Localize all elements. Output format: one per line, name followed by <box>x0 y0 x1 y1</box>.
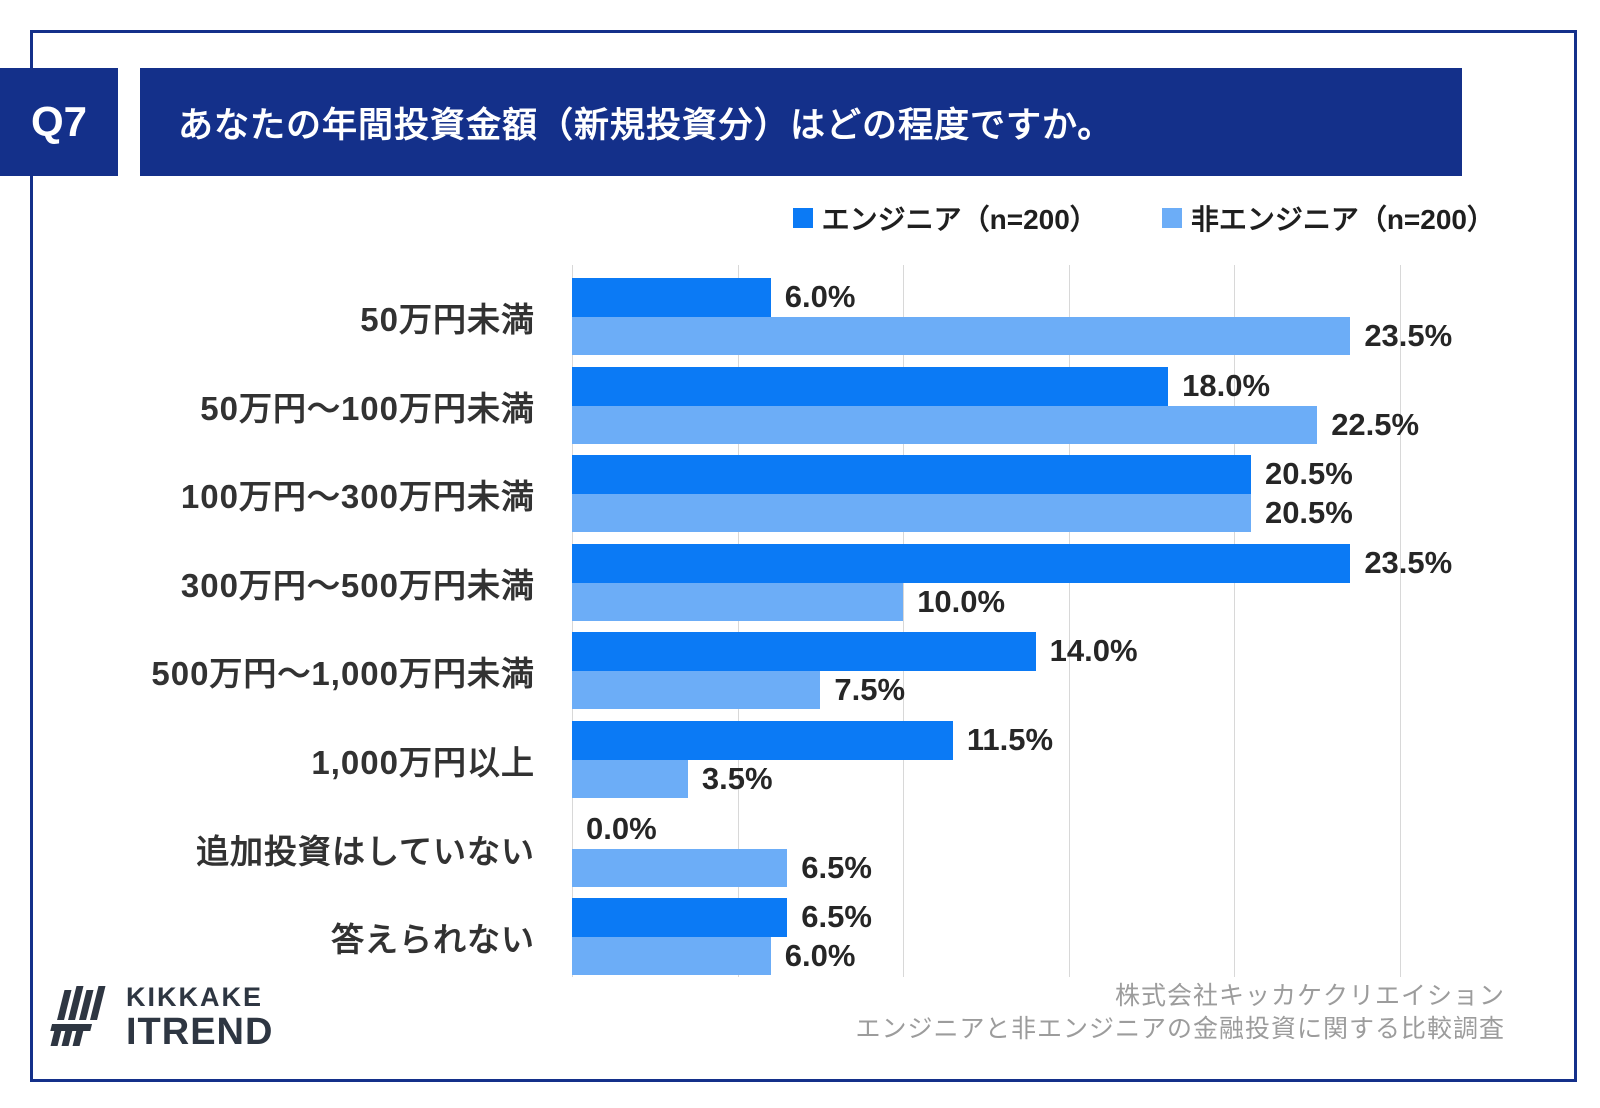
gridline <box>572 265 573 977</box>
gridline <box>1068 265 1070 977</box>
bar-non-engineer <box>572 848 788 887</box>
bar-engineer <box>572 721 953 760</box>
category-label: 100万円〜300万円未満 <box>180 477 535 515</box>
chart-gridlines <box>0 265 1600 977</box>
category-label: 答えられない <box>331 920 535 958</box>
value-label: 0.0% <box>586 811 657 846</box>
bar-engineer <box>572 367 1169 406</box>
chart-row: 答えられない 6.5% 6.0% <box>0 898 1600 975</box>
category-label: 50万円〜100万円未満 <box>200 389 535 427</box>
legend-swatch-icon <box>1161 208 1182 228</box>
chart-row: 50万円〜100万円未満 18.0% 22.5% <box>0 367 1600 444</box>
question-number-badge: Q7 <box>0 68 118 176</box>
value-label: 23.5% <box>1364 545 1453 580</box>
value-label: 14.0% <box>1049 633 1138 668</box>
chart-row: 50万円未満 6.0% 23.5% <box>0 278 1600 355</box>
chart-row: 100万円〜300万円未満 20.5% 20.5% <box>0 455 1600 532</box>
credit-survey: エンジニアと非エンジニアの金融投資に関する比較調査 <box>855 1015 1505 1043</box>
value-label: 6.5% <box>801 899 872 934</box>
logo-text: KIKKAKE ITREND <box>126 982 274 1053</box>
bar-engineer <box>572 455 1251 494</box>
credit-company: 株式会社キッカケクリエイション <box>1114 982 1505 1010</box>
page-title: あなたの年間投資金額（新規投資分）はどの程度ですか。 <box>178 105 1114 145</box>
value-label: 22.5% <box>1331 406 1420 442</box>
legend-item: エンジニア（n=200） <box>792 198 1098 238</box>
legend-label: エンジニア（n=200） <box>821 204 1098 235</box>
gridline <box>1400 265 1401 977</box>
chart-row: 1,000万円以上 11.5% 3.5% <box>0 721 1600 798</box>
gridline <box>903 265 905 977</box>
value-label: 23.5% <box>1364 317 1453 353</box>
question-number: Q7 <box>30 98 88 145</box>
kikkake-logo-icon <box>50 986 106 1046</box>
gridline <box>1234 265 1236 977</box>
bar-non-engineer <box>572 582 904 621</box>
bar-non-engineer <box>572 759 688 798</box>
bar-non-engineer <box>572 670 821 709</box>
bar-engineer <box>572 544 1351 583</box>
bar-non-engineer <box>572 936 771 975</box>
value-label: 10.0% <box>917 583 1006 619</box>
logo-text-kikkake: KIKKAKE <box>126 982 264 1012</box>
value-label: 6.0% <box>784 279 856 314</box>
value-label: 3.5% <box>701 760 773 796</box>
logo-text-itrend: ITREND <box>126 1011 274 1053</box>
value-label: 18.0% <box>1182 368 1271 403</box>
value-label: 20.5% <box>1264 494 1353 530</box>
value-label: 20.5% <box>1264 456 1353 491</box>
bar-non-engineer <box>572 405 1318 444</box>
legend-label: 非エンジニア（n=200） <box>1190 204 1495 235</box>
value-label: 7.5% <box>834 671 906 707</box>
chart-row: 300万円〜500万円未満 23.5% 10.0% <box>0 544 1600 621</box>
chart-legend: エンジニア（n=200） 非エンジニア（n=200） <box>0 198 1495 238</box>
category-label: 50万円未満 <box>360 300 535 338</box>
bar-engineer <box>572 898 788 937</box>
legend-item: 非エンジニア（n=200） <box>1161 198 1495 238</box>
gridline <box>737 265 739 977</box>
category-label: 300万円〜500万円未満 <box>180 566 535 604</box>
value-label: 11.5% <box>966 722 1054 757</box>
category-label: 追加投資はしていない <box>195 832 535 870</box>
footer-credit: 株式会社キッカケクリエイション エンジニアと非エンジニアの金融投資に関する比較調… <box>855 980 1505 1046</box>
bar-engineer <box>572 278 771 317</box>
category-label: 500万円〜1,000万円未満 <box>151 654 535 692</box>
bar-non-engineer <box>572 316 1351 355</box>
value-label: 6.0% <box>784 937 856 973</box>
bar-chart: 50万円未満 6.0% 23.5% 50万円〜100万円未満 18.0% 22.5% 100… <box>0 278 1600 978</box>
footer-logo: KIKKAKE ITREND <box>50 984 273 1051</box>
chart-row: 500万円〜1,000万円未満 14.0% 7.5% <box>0 632 1600 709</box>
value-label: 6.5% <box>801 849 872 885</box>
legend-swatch-icon <box>792 208 813 228</box>
chart-row: 追加投資はしていない 0.0% 6.5% <box>0 810 1600 887</box>
category-label: 1,000万円以上 <box>311 743 535 781</box>
title-bar: あなたの年間投資金額（新規投資分）はどの程度ですか。 <box>140 68 1462 176</box>
bar-engineer <box>572 632 1036 671</box>
frame-border <box>30 30 1577 1082</box>
bar-non-engineer <box>572 493 1251 532</box>
